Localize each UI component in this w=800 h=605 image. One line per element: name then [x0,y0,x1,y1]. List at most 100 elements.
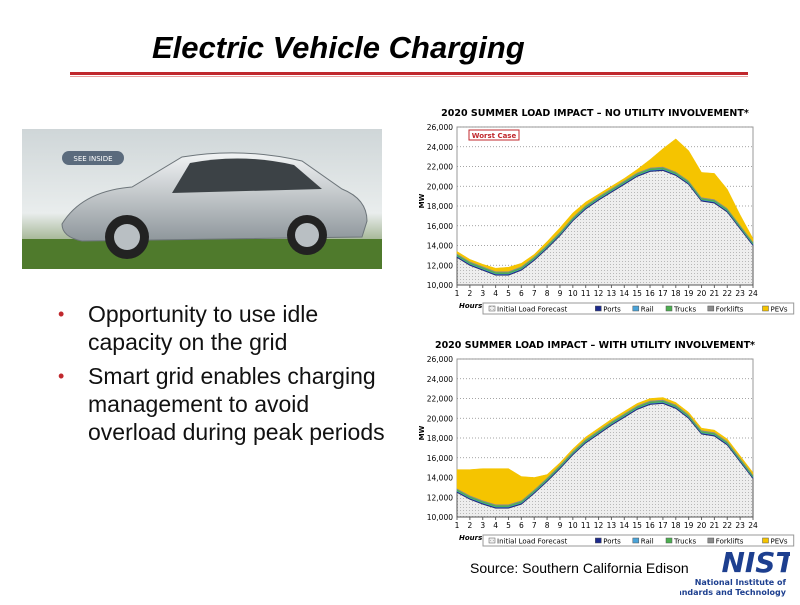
legend-swatch [707,537,715,544]
x-tick-label: 2 [467,521,472,530]
legend-label: PEVs [771,538,788,546]
y-tick-label: 12,000 [427,261,453,270]
x-tick-label: 6 [519,521,524,530]
x-tick-label: 4 [493,521,498,530]
logo-line: National Institute of [695,578,787,587]
bullet: Opportunity to use idle capacity on the … [58,300,388,356]
x-tick-label: 21 [710,289,720,298]
car-badge: SEE INSIDE [73,155,112,163]
x-tick-label: 22 [722,521,732,530]
x-tick-label: 4 [493,289,498,298]
legend-label: Rail [641,306,654,314]
area-series [456,138,754,272]
nist-logo: NIST National Institute of Standards and… [680,546,790,597]
x-tick-label: 11 [581,521,591,530]
y-tick-label: 10,000 [427,513,453,522]
legend-label: Trucks [673,538,696,546]
y-axis-label: MW [418,425,426,440]
x-tick-label: 5 [506,289,511,298]
x-tick-label: 1 [455,521,460,530]
legend-swatch [762,537,769,544]
x-tick-label: 20 [697,521,707,530]
x-tick-label: 24 [748,521,758,530]
logo-mark: NIST [721,546,790,579]
x-tick-label: 21 [710,521,720,530]
annotation: Worst Case [472,132,517,140]
x-tick-label: 17 [658,521,668,530]
legend-swatch [665,305,673,312]
x-tick-label: 12 [594,521,604,530]
x-tick-label: 24 [748,289,758,298]
x-axis-label: Hours [459,534,482,542]
y-tick-label: 22,000 [427,395,453,404]
y-tick-label: 12,000 [427,493,453,502]
x-tick-label: 10 [568,289,578,298]
y-tick-label: 26,000 [427,355,453,364]
x-tick-label: 8 [545,289,550,298]
legend-swatch [488,537,496,544]
x-tick-label: 15 [632,289,642,298]
y-tick-label: 20,000 [427,182,453,191]
legend-label: Ports [603,306,621,314]
y-tick-label: 20,000 [427,414,453,423]
y-tick-label: 18,000 [427,202,453,211]
legend-label: Initial Load Forecast [497,306,567,314]
x-tick-label: 18 [671,289,681,298]
x-tick-label: 17 [658,289,668,298]
x-axis-label: Hours [459,302,482,310]
x-tick-label: 16 [645,521,655,530]
area-series [456,397,754,505]
slide-title: Electric Vehicle Charging [152,30,525,65]
x-tick-label: 7 [532,289,537,298]
title-rule [70,72,748,75]
y-tick-label: 26,000 [427,123,453,132]
legend-label: Initial Load Forecast [497,538,567,546]
x-tick-label: 3 [480,289,485,298]
legend-swatch [595,537,602,544]
chart-title: 2020 SUMMER LOAD IMPACT – WITH UTILITY I… [435,340,755,351]
x-tick-label: 5 [506,521,511,530]
x-tick-label: 11 [581,289,591,298]
x-tick-label: 3 [480,521,485,530]
y-tick-label: 14,000 [427,242,453,251]
bullet-list: Opportunity to use idle capacity on the … [58,300,388,452]
x-tick-label: 13 [607,289,617,298]
title-rule-shadow [70,76,748,77]
y-tick-label: 22,000 [427,163,453,172]
legend-label: Trucks [673,306,696,314]
chart-title: 2020 SUMMER LOAD IMPACT – NO UTILITY INV… [441,108,749,119]
y-tick-label: 18,000 [427,434,453,443]
legend-label: Forklifts [716,306,744,314]
y-axis-label: MW [418,193,426,208]
x-tick-label: 12 [594,289,604,298]
legend-label: Ports [603,538,621,546]
bullet: Smart grid enables charging management t… [58,362,388,446]
legend-label: PEVs [771,306,788,314]
x-tick-label: 15 [632,521,642,530]
legend-swatch [665,537,673,544]
legend-label: Rail [641,538,654,546]
x-tick-label: 23 [735,289,745,298]
x-tick-label: 19 [684,521,694,530]
x-tick-label: 9 [558,289,563,298]
x-tick-label: 16 [645,289,655,298]
x-tick-label: 14 [620,289,630,298]
legend-swatch [762,305,769,312]
legend-swatch [632,537,640,544]
x-tick-label: 8 [545,521,550,530]
y-tick-label: 16,000 [427,454,453,463]
y-tick-label: 10,000 [427,281,453,290]
logo-line: Standards and Technology [680,588,787,597]
source-note: Source: Southern California Edison [470,560,689,576]
y-tick-label: 24,000 [427,375,453,384]
legend-swatch [488,305,496,312]
y-tick-label: 24,000 [427,143,453,152]
charts: 2020 SUMMER LOAD IMPACT – NO UTILITY INV… [418,108,795,547]
x-tick-label: 6 [519,289,524,298]
legend-label: Forklifts [716,538,744,546]
y-tick-label: 14,000 [427,474,453,483]
x-tick-label: 18 [671,521,681,530]
annotation-box [468,129,520,141]
x-tick-label: 19 [684,289,694,298]
